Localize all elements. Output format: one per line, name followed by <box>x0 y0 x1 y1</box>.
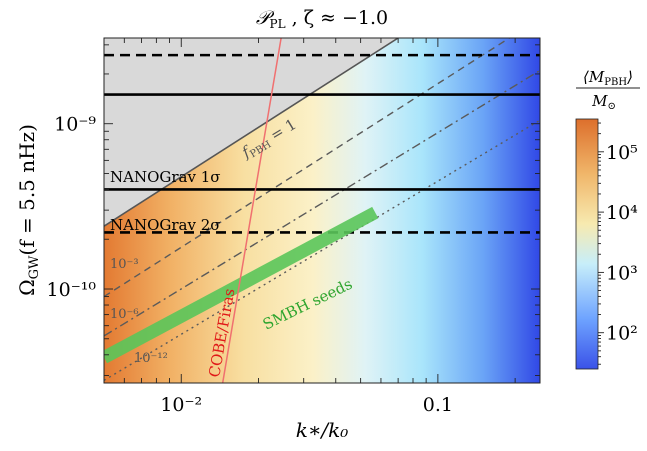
fpbh-contour-1 <box>104 38 399 227</box>
x-tick-label: 0.1 <box>423 394 453 416</box>
nanograv-2sigma-label: NANOGrav 2σ <box>110 216 221 234</box>
colorbar-label-numerator: ⟨MPBH⟩ <box>583 68 633 88</box>
smbh-seeds-band <box>104 206 379 364</box>
colorbar-tick-label: 10² <box>606 323 638 345</box>
plot-area: 10⁻² 0.1 10⁻⁹ 10⁻¹⁰ <box>47 37 541 416</box>
colorbar-tick-label: 10³ <box>606 262 638 284</box>
y-tick-label: 10⁻¹⁰ <box>47 279 97 301</box>
colorbar: ⟨MPBH⟩ M⊙ 10² 10³ 10⁴ 10⁵ <box>575 68 640 370</box>
y-axis-label: ΩGW(f = 5.5 nHz) <box>15 124 42 296</box>
colorbar-label-denominator: M⊙ <box>591 92 616 112</box>
fpbh-1e-12-label: 10⁻¹² <box>134 351 168 366</box>
x-tick-label: 10⁻² <box>160 394 202 416</box>
colorbar-tick-label: 10⁴ <box>606 202 638 224</box>
fpbh-1e-6-label: 10⁻⁶ <box>110 307 139 322</box>
fpbh-contour-3 <box>104 69 540 337</box>
colorbar-gradient <box>575 118 599 370</box>
fpbh-1e-3-label: 10⁻³ <box>110 257 139 272</box>
chart-title: 𝒫PL , ζ ≈ −1.0 <box>256 7 388 31</box>
cobe-firas-line <box>221 38 282 383</box>
fpbh-contour-2 <box>104 38 510 298</box>
fpbh-contour-4 <box>104 119 540 381</box>
nanograv-1sigma-label: NANOGrav 1σ <box>110 168 221 186</box>
x-axis-label: k∗/k₀ <box>296 418 349 442</box>
colorbar-tick-label: 10⁵ <box>606 142 638 164</box>
y-tick-label: 10⁻⁹ <box>54 114 96 136</box>
